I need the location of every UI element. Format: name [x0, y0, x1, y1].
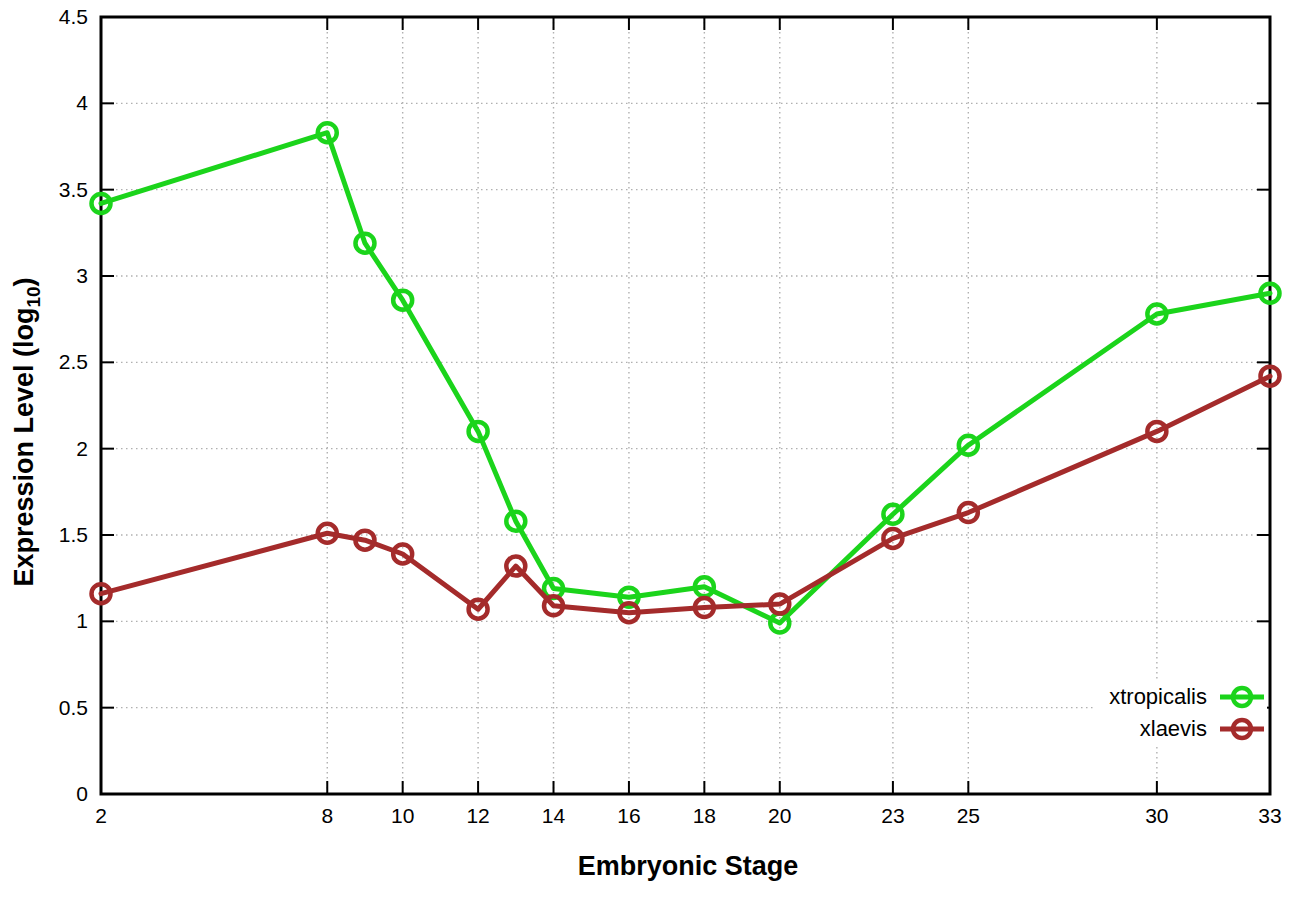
- series-xlaevis-line: [101, 376, 1270, 613]
- y-tick-label: 0: [76, 782, 88, 805]
- series-xlaevis: [92, 367, 1280, 623]
- y-tick-label: 2: [76, 437, 88, 460]
- x-tick-label: 10: [391, 804, 414, 827]
- y-tick-label: 4: [76, 91, 88, 114]
- y-axis-label: Expression Level (log10): [9, 277, 44, 586]
- y-tick-label: 4.5: [59, 5, 88, 28]
- legend-item-xtropicalis: xtropicalis: [1109, 681, 1267, 713]
- plot-svg: 2 8 10 12 14 16 18 20 23 25 30 33 0 0.5 1 1.5 2 2.5 3 3.5 4 4…: [0, 0, 1296, 907]
- x-tick-label: 30: [1145, 804, 1168, 827]
- legend-item-xlaevis: xlaevis: [1109, 713, 1267, 745]
- x-tick-label: 12: [466, 804, 489, 827]
- legend-label-xlaevis: xlaevis: [1140, 716, 1207, 742]
- xlaevis-line-marker-icon: [1217, 716, 1267, 742]
- axis-ticks: [101, 17, 1270, 794]
- x-tick-label: 25: [957, 804, 980, 827]
- xtropicalis-line-marker-icon: [1217, 684, 1267, 710]
- x-tick-label: 16: [617, 804, 640, 827]
- grid: [101, 17, 1270, 794]
- y-tick-label: 3: [76, 264, 88, 287]
- x-axis-label: Embryonic Stage: [578, 851, 799, 882]
- y-tick-label: 0.5: [59, 696, 88, 719]
- y-tick-label: 3.5: [59, 178, 88, 201]
- x-tick-label: 20: [768, 804, 791, 827]
- y-axis-label-close: ): [9, 277, 39, 286]
- x-tick-label: 23: [881, 804, 904, 827]
- series-xtropicalis-line: [101, 133, 1270, 623]
- y-tick-label: 2.5: [59, 350, 88, 373]
- x-tick-label: 2: [95, 804, 107, 827]
- x-tick-label: 18: [693, 804, 716, 827]
- legend: xtropicalis xlaevis: [1095, 681, 1267, 745]
- legend-label-xtropicalis: xtropicalis: [1109, 684, 1207, 710]
- y-axis-label-text: Expression Level (log: [9, 307, 39, 586]
- x-tick-label: 14: [542, 804, 566, 827]
- y-tick-label: 1: [76, 609, 88, 632]
- x-tick-label: 8: [321, 804, 333, 827]
- x-tick-label: 33: [1258, 804, 1281, 827]
- y-axis-label-subscript: 10: [23, 286, 44, 307]
- series-xtropicalis: [92, 123, 1280, 632]
- y-tick-label: 1.5: [59, 523, 88, 546]
- expression-chart: 2 8 10 12 14 16 18 20 23 25 30 33 0 0.5 1 1.5 2 2.5 3 3.5 4 4…: [0, 0, 1296, 907]
- plot-border: [101, 17, 1270, 794]
